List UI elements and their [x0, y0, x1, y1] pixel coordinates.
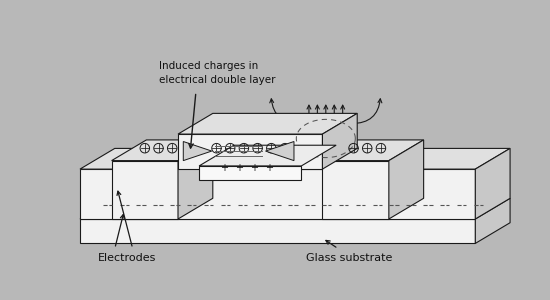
Polygon shape	[80, 169, 475, 219]
Text: +: +	[265, 163, 273, 173]
Polygon shape	[199, 166, 301, 180]
Polygon shape	[322, 140, 424, 160]
Polygon shape	[322, 160, 389, 219]
Text: Glass substrate: Glass substrate	[306, 253, 392, 263]
Text: +: +	[250, 163, 258, 173]
Text: Electrodes: Electrodes	[98, 253, 157, 263]
Polygon shape	[389, 140, 424, 219]
Polygon shape	[80, 148, 510, 169]
Polygon shape	[475, 148, 510, 219]
Polygon shape	[178, 134, 322, 169]
Text: Induced charges in
electrical double layer: Induced charges in electrical double lay…	[159, 61, 276, 85]
Polygon shape	[199, 145, 336, 166]
Polygon shape	[112, 140, 213, 160]
Polygon shape	[178, 140, 213, 219]
Polygon shape	[322, 113, 358, 169]
Text: +: +	[235, 163, 243, 173]
Polygon shape	[80, 219, 475, 243]
Polygon shape	[80, 198, 510, 219]
Polygon shape	[178, 113, 358, 134]
Polygon shape	[183, 142, 212, 160]
Polygon shape	[266, 142, 294, 160]
Polygon shape	[112, 160, 178, 219]
Text: +: +	[221, 163, 228, 173]
Polygon shape	[475, 198, 510, 243]
